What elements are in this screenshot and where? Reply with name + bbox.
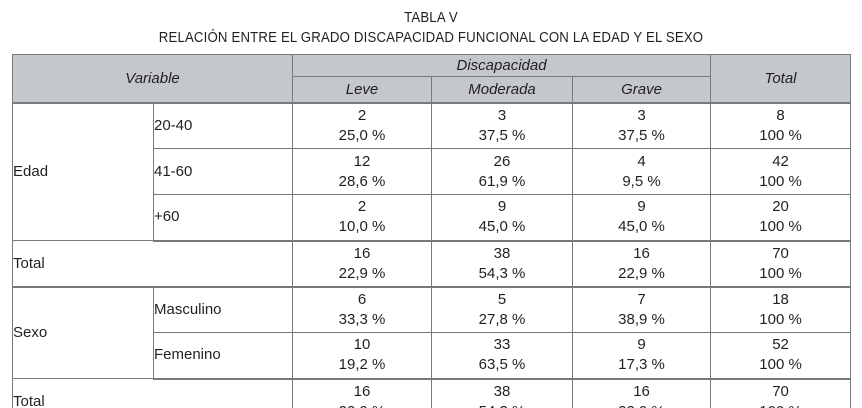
cell-sexo-masculino-total: 18 100 % xyxy=(710,286,852,333)
total-label-edad: Total xyxy=(11,240,294,288)
cell-edad-41-60-leve: 12 28,6 % xyxy=(292,148,433,195)
cell-edad-20-40-grave: 3 37,5 % xyxy=(572,101,712,149)
header-moderada: Moderada xyxy=(431,76,574,103)
cell-edad-41-60-moderada: 26 61,9 % xyxy=(431,148,574,195)
cell-total-edad-total: 70 100 % xyxy=(710,240,852,288)
table-caption: RELACIÓN ENTRE EL GRADO DISCAPACIDAD FUN… xyxy=(158,29,704,46)
group-label-edad: Edad xyxy=(12,101,154,241)
table-head: Variable Discapacidad Total Leve Moderad… xyxy=(11,54,852,103)
total-label-sexo: Total xyxy=(11,378,294,408)
table-container: Variable Discapacidad Total Leve Moderad… xyxy=(11,54,852,408)
header-grave: Grave xyxy=(572,76,712,103)
row-label-masculino: Masculino xyxy=(152,286,294,333)
cell-total-edad-moderada: 38 54,3 % xyxy=(431,240,574,288)
cell-sexo-femenino-total: 52 100 % xyxy=(710,332,852,380)
cell-edad-20-40-leve: 2 25,0 % xyxy=(292,101,433,149)
row-label-mas-60: +60 xyxy=(152,194,294,242)
cell-edad-41-60-grave: 4 9,5 % xyxy=(572,148,712,195)
header-row-top: Variable Discapacidad Total xyxy=(11,54,852,103)
table-row: Edad 20-40 2 25,0 % 3 37,5 % 3 37,5 % xyxy=(12,101,852,241)
header-leve: Leve xyxy=(292,76,433,103)
cell-total-sexo-leve: 16 22,9 % xyxy=(292,378,433,408)
table-row-total-sexo: Total 16 22,9 % 38 54,3 % 16 22,9 % 70 xyxy=(11,378,852,408)
cell-edad-mas60-leve: 2 10,0 % xyxy=(292,194,433,242)
cell-sexo-masculino-leve: 6 33,3 % xyxy=(292,286,433,333)
cell-edad-20-40-total: 8 100 % xyxy=(710,101,852,149)
row-label-41-60: 41-60 xyxy=(152,148,294,195)
cell-total-sexo-grave: 16 22,9 % xyxy=(572,378,712,408)
cell-total-sexo-total: 70 100 % xyxy=(710,378,852,408)
table-row: Femenino 10 19,2 % 33 63,5 % 9 17,3 % 5 xyxy=(13,332,852,380)
header-total: Total xyxy=(710,54,852,103)
header-variable: Variable xyxy=(11,54,294,103)
table-row-total-edad: Total 16 22,9 % 38 54,3 % 16 22,9 % 70 xyxy=(11,240,852,288)
table-titles: TABLA V RELACIÓN ENTRE EL GRADO DISCAPAC… xyxy=(0,8,862,48)
cell-total-sexo-moderada: 38 54,3 % xyxy=(431,378,574,408)
cell-sexo-femenino-leve: 10 19,2 % xyxy=(292,332,433,380)
cell-edad-mas60-total: 20 100 % xyxy=(710,194,852,242)
table-body: Edad 20-40 2 25,0 % 3 37,5 % 3 37,5 % xyxy=(11,101,852,408)
cell-sexo-masculino-grave: 7 38,9 % xyxy=(572,286,712,333)
table-row: Sexo Masculino 6 33,3 % 5 27,8 % 7 38,9 … xyxy=(12,286,852,379)
header-discapacidad: Discapacidad xyxy=(292,54,712,77)
header-row-sub: Leve Moderada Grave xyxy=(13,76,851,103)
cell-edad-20-40-moderada: 3 37,5 % xyxy=(431,101,574,149)
cell-total-edad-grave: 16 22,9 % xyxy=(572,240,712,288)
cell-edad-41-60-total: 42 100 % xyxy=(710,148,852,195)
disability-by-age-and-sex-table: Variable Discapacidad Total Leve Moderad… xyxy=(11,54,852,408)
cell-sexo-femenino-moderada: 33 63,5 % xyxy=(431,332,574,380)
cell-edad-mas60-moderada: 9 45,0 % xyxy=(431,194,574,242)
group-label-sexo: Sexo xyxy=(12,286,154,379)
cell-edad-mas60-grave: 9 45,0 % xyxy=(572,194,712,242)
row-label-femenino: Femenino xyxy=(152,332,294,380)
table-row: +60 2 10,0 % 9 45,0 % 9 45,0 % 20 xyxy=(13,194,852,242)
table-row: 41-60 12 28,6 % 26 61,9 % 4 9,5 % 42 xyxy=(13,148,852,195)
cell-sexo-masculino-moderada: 5 27,8 % xyxy=(431,286,574,333)
table-number-title: TABLA V xyxy=(404,9,458,26)
cell-sexo-femenino-grave: 9 17,3 % xyxy=(572,332,712,380)
cell-total-edad-leve: 16 22,9 % xyxy=(292,240,433,288)
row-label-20-40: 20-40 xyxy=(152,101,294,149)
